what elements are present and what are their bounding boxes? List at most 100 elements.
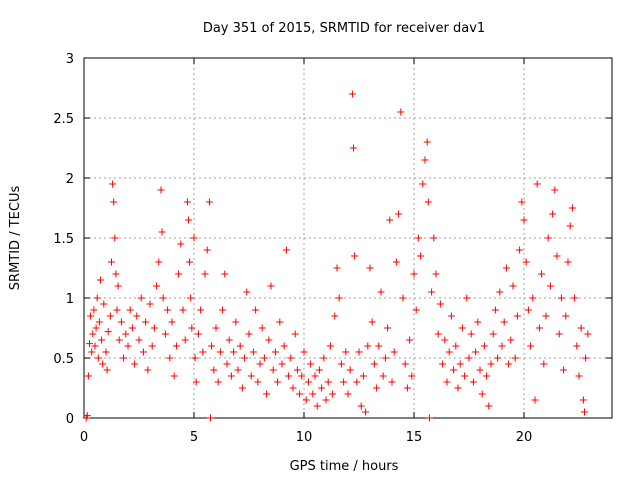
data-point <box>518 198 526 206</box>
data-point <box>340 378 348 386</box>
data-point <box>386 216 394 224</box>
x-tick-label: 15 <box>406 430 423 445</box>
data-point <box>263 390 271 398</box>
data-point <box>454 384 462 392</box>
data-point <box>103 366 111 374</box>
data-point <box>582 354 590 362</box>
data-point <box>469 378 477 386</box>
data-point <box>190 234 198 242</box>
data-point <box>236 342 244 350</box>
data-point <box>511 354 519 362</box>
data-point <box>562 312 570 320</box>
data-point <box>245 330 253 338</box>
data-point <box>170 372 178 380</box>
data-point <box>573 342 581 350</box>
data-point <box>269 366 277 374</box>
data-point <box>108 258 115 266</box>
data-point <box>538 270 546 278</box>
data-point <box>94 354 102 362</box>
data-point <box>122 330 130 338</box>
data-point <box>304 378 312 386</box>
data-point <box>375 342 383 350</box>
data-point <box>456 360 464 368</box>
data-point <box>164 306 172 314</box>
data-point <box>527 342 535 350</box>
data-point <box>201 270 209 278</box>
data-point <box>344 390 352 398</box>
data-point <box>88 348 96 356</box>
data-point <box>188 324 196 332</box>
data-point <box>368 318 376 326</box>
data-point <box>214 378 222 386</box>
data-point <box>509 282 517 290</box>
data-point <box>483 372 491 380</box>
data-point <box>91 342 99 350</box>
y-tick-label: 1.5 <box>53 232 74 247</box>
data-point <box>311 372 319 380</box>
data-point <box>364 342 372 350</box>
data-point <box>474 318 482 326</box>
data-point <box>337 360 345 368</box>
data-point <box>212 324 220 332</box>
data-point <box>467 330 475 338</box>
data-point <box>227 372 235 380</box>
data-point <box>362 408 370 416</box>
data-point <box>166 354 174 362</box>
data-point <box>254 378 262 386</box>
data-point <box>232 318 240 326</box>
data-point <box>282 246 290 254</box>
data-point <box>293 366 301 374</box>
data-point <box>320 354 328 362</box>
data-point <box>126 306 134 314</box>
grid-lines <box>84 58 612 418</box>
data-point <box>187 294 195 302</box>
y-tick-label: 2.5 <box>53 112 74 127</box>
data-point <box>150 324 158 332</box>
data-point <box>410 270 418 278</box>
data-point <box>106 312 114 320</box>
data-point <box>225 336 233 344</box>
data-point <box>192 378 200 386</box>
data-point <box>329 390 337 398</box>
data-point <box>478 390 486 398</box>
data-point <box>142 318 150 326</box>
data-point <box>95 318 103 326</box>
data-point <box>155 258 163 266</box>
data-point <box>289 384 297 392</box>
data-point <box>494 354 502 362</box>
data-point <box>353 378 361 386</box>
data-point <box>529 294 537 302</box>
data-point <box>384 324 392 332</box>
data-point <box>351 252 359 260</box>
data-point <box>331 312 339 320</box>
data-point <box>326 342 334 350</box>
data-point <box>83 412 91 420</box>
data-point <box>243 288 251 296</box>
data-point <box>139 348 147 356</box>
data-point <box>309 390 317 398</box>
data-point <box>97 276 104 284</box>
data-point <box>571 294 579 302</box>
data-point <box>133 312 141 320</box>
data-point <box>205 198 213 206</box>
data-point <box>577 324 585 332</box>
chart-title: Day 351 of 2015, SRMTID for receiver dav… <box>203 21 485 36</box>
data-point <box>267 282 275 290</box>
data-point <box>355 348 363 356</box>
data-point <box>430 234 438 242</box>
data-point <box>419 180 427 188</box>
data-point <box>513 312 521 320</box>
data-point <box>507 336 515 344</box>
data-point <box>555 330 563 338</box>
data-point <box>531 396 539 404</box>
data-point <box>117 318 125 326</box>
data-point <box>271 348 279 356</box>
data-point <box>260 354 268 362</box>
data-point <box>98 336 106 344</box>
data-point <box>223 360 231 368</box>
data-point <box>487 360 495 368</box>
data-point <box>234 366 242 374</box>
data-point <box>381 354 389 362</box>
data-point <box>428 288 436 296</box>
data-point <box>252 306 260 314</box>
